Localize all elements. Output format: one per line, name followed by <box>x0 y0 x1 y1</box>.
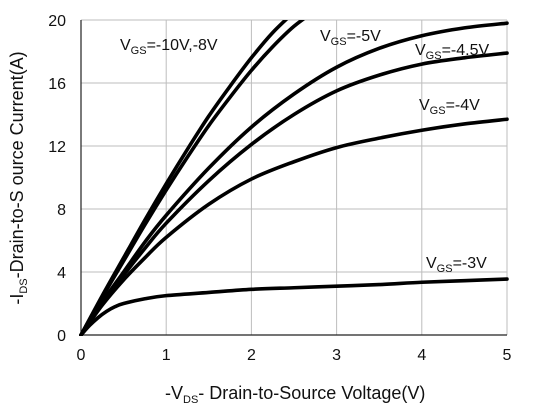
annotation-text: =-4.5V <box>442 42 490 59</box>
y-tick-labels: 0 4 8 12 16 20 <box>48 13 66 345</box>
annotation-vgs-5: VGS=-5V <box>320 28 381 48</box>
annotation-text: =-3V <box>453 255 488 272</box>
annotation-vgs-4-5: VGS=-4.5V <box>415 42 489 62</box>
x-axis-title: -VDS- Drain-to-Source Voltage(V) <box>165 383 425 406</box>
y-tick-label: 8 <box>57 202 66 219</box>
y-tick-label: 12 <box>48 139 66 156</box>
series-line-1 <box>79 20 306 336</box>
curve-annotations: VGS=-10V,-8V VGS=-5V VGS=-4.5V VGS=-4V V… <box>120 28 489 275</box>
x-tick-label: 4 <box>417 347 426 364</box>
series-curves <box>79 20 509 336</box>
series-line-4 <box>79 117 509 336</box>
annotation-vgs-10-8: VGS=-10V,-8V <box>120 37 218 57</box>
y-axis-title-sub: DS <box>18 278 30 293</box>
series-line-3 <box>79 51 509 336</box>
annotation-sub: GS <box>426 50 442 62</box>
y-axis-title: -IDS-Drain-to-S ource Current(A) <box>7 51 30 304</box>
annotation-v: V <box>415 42 426 59</box>
annotation-sub: GS <box>430 105 446 117</box>
y-tick-label: 0 <box>57 328 66 345</box>
y-tick-label: 4 <box>57 265 66 282</box>
x-tick-labels: 0 1 2 3 4 5 <box>77 347 512 364</box>
annotation-text: =-10V,-8V <box>147 37 218 54</box>
x-tick-label: 0 <box>77 347 86 364</box>
annotation-vgs-4: VGS=-4V <box>419 97 480 117</box>
annotation-text: =-5V <box>347 28 382 45</box>
x-axis-title-sub: DS <box>183 394 198 406</box>
y-tick-label: 20 <box>48 13 66 30</box>
annotation-v: V <box>120 37 131 54</box>
x-tick-label: 2 <box>247 347 256 364</box>
annotation-sub: GS <box>131 45 147 57</box>
annotation-v: V <box>426 255 437 272</box>
annotation-sub: GS <box>437 263 453 275</box>
x-tick-label: 1 <box>162 347 171 364</box>
y-tick-label: 16 <box>48 76 66 93</box>
x-tick-label: 3 <box>332 347 341 364</box>
x-axis-title-suffix: - Drain-to-Source Voltage(V) <box>198 383 425 403</box>
series-line-5 <box>79 277 509 336</box>
y-axis-title-prefix: -I <box>7 294 27 305</box>
axes <box>80 20 507 336</box>
annotation-text: =-4V <box>446 97 481 114</box>
y-axis-title-suffix: -Drain-to-S ource Current(A) <box>7 51 27 278</box>
x-axis-title-prefix: -V <box>165 383 183 403</box>
series-line-2 <box>79 21 509 336</box>
annotation-vgs-3: VGS=-3V <box>426 255 487 275</box>
annotation-v: V <box>320 28 331 45</box>
annotation-v: V <box>419 97 430 114</box>
annotation-sub: GS <box>331 36 347 48</box>
x-tick-label: 5 <box>503 347 512 364</box>
